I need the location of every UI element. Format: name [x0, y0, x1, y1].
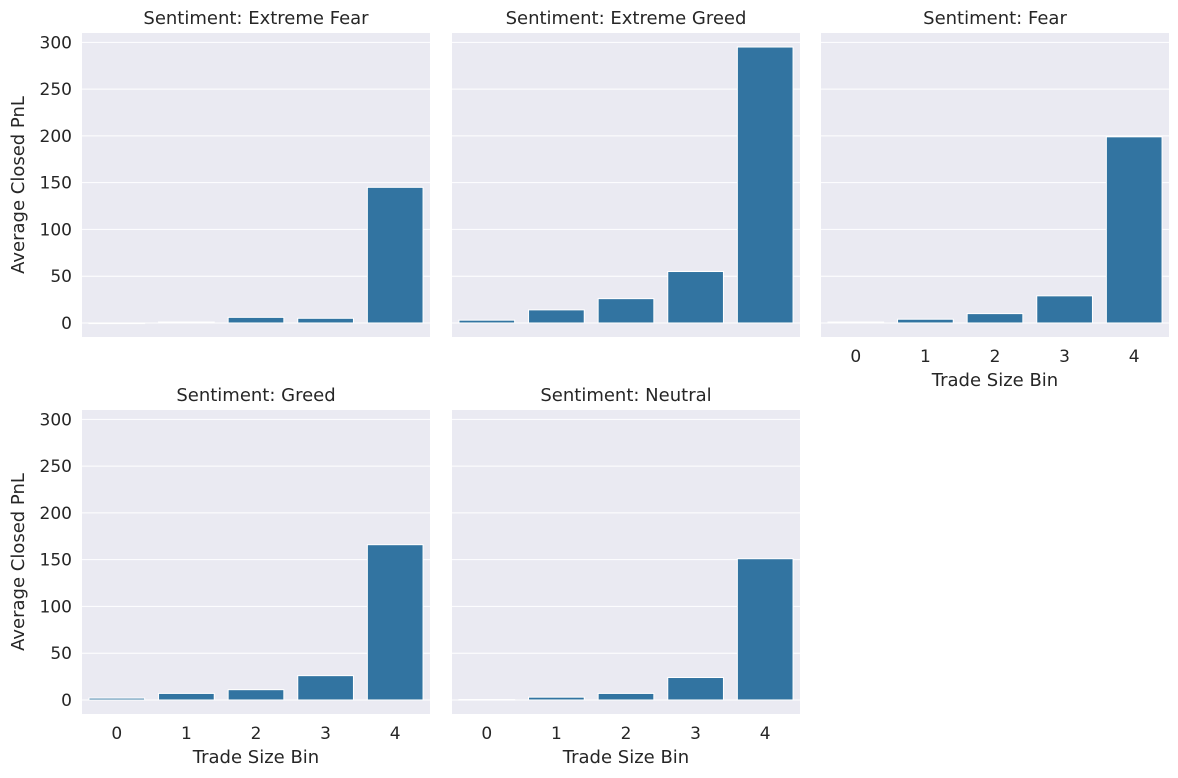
y-tick-label: 50: [50, 644, 72, 664]
y-tick-label: 100: [40, 597, 72, 617]
bar: [297, 317, 354, 324]
x-axis-label: Trade Size Bin: [931, 370, 1058, 391]
x-tick-label: 2: [990, 347, 1001, 367]
x-axis-label: Trade Size Bin: [562, 747, 689, 768]
bar: [597, 692, 655, 701]
panel-5: Sentiment: Neutral 0 1 2 3 4 Trade Size Bin: [452, 385, 800, 768]
x-tick-label: 2: [621, 724, 632, 744]
bar: [736, 46, 794, 324]
x-tick-label: 4: [1129, 347, 1140, 367]
x-tick-label: 1: [551, 724, 562, 744]
bar: [297, 675, 354, 701]
bar: [966, 313, 1024, 324]
x-tick-label: 1: [181, 724, 192, 744]
bar: [827, 321, 885, 324]
x-tick-label: 4: [390, 724, 401, 744]
x-tick-label: 0: [481, 724, 492, 744]
panel-title: Sentiment: Fear: [923, 8, 1067, 29]
bar: [1105, 136, 1163, 324]
x-tick-label: 3: [690, 724, 701, 744]
y-tick-label: 250: [40, 457, 72, 477]
y-tick-label: 200: [40, 127, 72, 147]
bar: [597, 298, 655, 324]
panel-3: Sentiment: Fear 0 1 2 3 4 Trade Size Bin: [821, 8, 1169, 391]
y-tick-label: 0: [61, 691, 72, 711]
y-tick-label: 300: [40, 33, 72, 53]
bar: [528, 696, 585, 701]
y-tick-label: 300: [40, 410, 72, 430]
bar: [366, 544, 424, 701]
panel-title: Sentiment: Extreme Fear: [143, 8, 369, 29]
panel-2: Sentiment: Extreme Greed: [452, 8, 800, 337]
panel-4: Sentiment: Greed 0 50 100 150 200 250 300 Averag…: [8, 385, 430, 768]
x-axis-label: Trade Size Bin: [192, 747, 319, 768]
panel-title: Sentiment: Extreme Greed: [506, 8, 747, 29]
bar: [1036, 295, 1093, 324]
x-tick-label: 4: [760, 724, 771, 744]
x-tick-label: 1: [920, 347, 931, 367]
bar: [227, 316, 285, 324]
x-tick-label: 0: [850, 347, 861, 367]
y-tick-label: 150: [40, 551, 72, 571]
y-tick-label: 200: [40, 504, 72, 524]
bar: [528, 309, 585, 324]
bar: [667, 677, 724, 701]
bar: [736, 558, 794, 701]
bar: [458, 699, 516, 701]
bar: [366, 186, 424, 324]
y-tick-label: 100: [40, 220, 72, 240]
x-tick-label: 3: [1059, 347, 1070, 367]
y-axis-label: Average Closed PnL: [8, 96, 29, 274]
x-tick-label: 3: [320, 724, 331, 744]
bar: [458, 319, 516, 324]
bar: [897, 318, 954, 324]
y-tick-label: 50: [50, 267, 72, 287]
y-tick-label: 150: [40, 174, 72, 194]
bar: [88, 322, 146, 325]
panel-title: Sentiment: Neutral: [540, 385, 711, 406]
panel-1: Sentiment: Extreme Fear 0 50 100 150 200 250 30…: [8, 8, 430, 337]
x-tick-label: 0: [111, 724, 122, 744]
y-tick-label: 0: [61, 314, 72, 334]
x-tick-label: 2: [251, 724, 262, 744]
y-axis-label: Average Closed PnL: [8, 473, 29, 651]
bar: [88, 697, 146, 701]
bar: [158, 321, 215, 324]
bar: [667, 271, 724, 324]
bar: [227, 689, 285, 701]
panel-title: Sentiment: Greed: [176, 385, 335, 406]
bar: [158, 692, 215, 701]
y-tick-label: 250: [40, 80, 72, 100]
